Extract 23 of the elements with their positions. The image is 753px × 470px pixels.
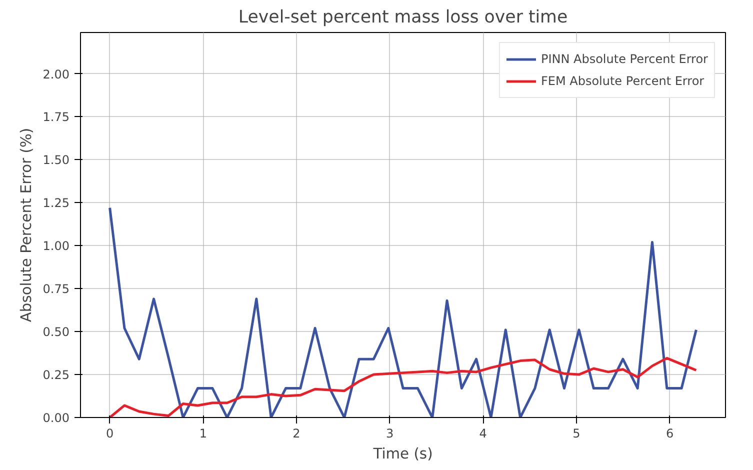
y-tick-label: 0.00 <box>42 411 70 425</box>
x-tick-label: 4 <box>479 426 487 440</box>
x-tick-label: 3 <box>386 426 394 440</box>
y-tick-label: 1.25 <box>42 196 70 210</box>
y-tick-label: 1.75 <box>42 110 70 124</box>
y-tick-label: 1.00 <box>42 239 70 254</box>
line-series <box>108 206 698 418</box>
x-tick-label: 1 <box>199 426 207 440</box>
legend-label: FEM Absolute Percent Error <box>540 74 704 88</box>
chart-title: Level-set percent mass loss over time <box>238 8 568 28</box>
y-tick-label: 0.50 <box>42 325 70 340</box>
y-tick-label: 1.50 <box>42 153 70 168</box>
x-tick-label: 0 <box>106 426 114 440</box>
x-tick-label: 6 <box>666 426 674 440</box>
y-tick-label: 0.75 <box>42 282 70 296</box>
legend-label: PINN Absolute Percent Error <box>540 52 708 66</box>
y-axis-title: Absolute Percent Error (%) <box>18 128 35 322</box>
x-tick-label: 2 <box>292 426 300 440</box>
x-axis-title: Time (s) <box>372 446 433 462</box>
y-tick-label: 2.00 <box>42 67 70 82</box>
x-tick-label: 5 <box>572 426 580 440</box>
line-series <box>108 356 698 418</box>
y-tick-label: 0.25 <box>42 368 70 382</box>
